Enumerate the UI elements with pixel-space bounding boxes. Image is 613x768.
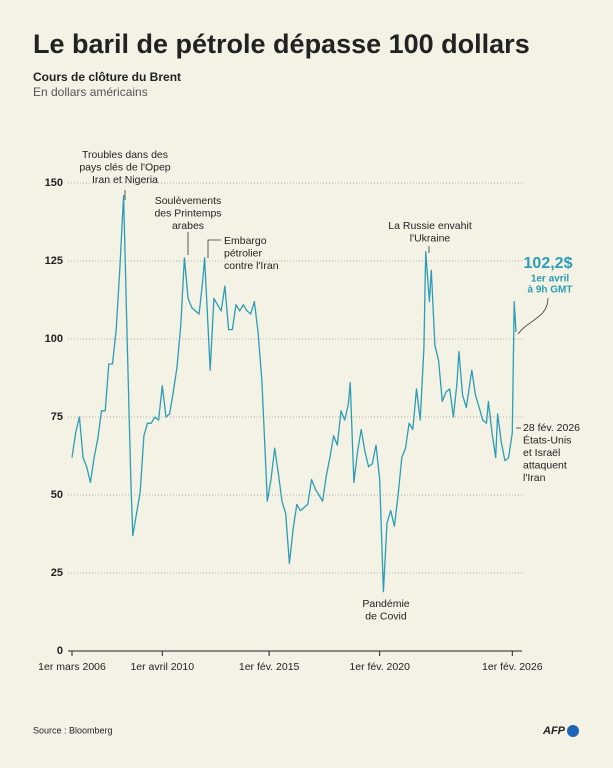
x-tick-label: 1er fév. 2020 — [349, 661, 410, 673]
annotation: et Israël — [523, 447, 560, 459]
y-tick-label: 25 — [51, 567, 63, 579]
annotation: États-Unis — [523, 433, 571, 446]
leaders — [124, 190, 549, 429]
last-value-note: à 9h GMT — [527, 285, 572, 296]
annotation: La Russie envahit — [388, 220, 472, 232]
y-tick-label: 0 — [57, 645, 63, 657]
annotation: l'Iran — [523, 472, 546, 484]
annotation: pays clés de l'Opep — [79, 161, 170, 173]
y-tick-label: 150 — [45, 177, 63, 189]
y-tick-label: 100 — [45, 333, 63, 345]
annotation: arabes — [172, 220, 204, 232]
price-line — [71, 194, 517, 593]
unit-note: En dollars américains — [33, 85, 148, 99]
annotation: de Covid — [365, 610, 407, 622]
annotation: Embargo — [224, 235, 267, 247]
y-tick-label: 125 — [45, 255, 63, 267]
annotation: contre l'Iran — [224, 260, 279, 272]
x-tick-label: 1er fév. 2026 — [482, 661, 543, 673]
y-tick-label: 50 — [51, 489, 63, 501]
annotation: des Printemps — [154, 207, 221, 219]
x-tick-label: 1er mars 2006 — [38, 661, 106, 673]
leader — [207, 239, 221, 258]
last-value-label: 102,2$ — [524, 255, 573, 272]
annotation: 28 fév. 2026 — [523, 422, 580, 434]
annotation: Troubles dans des — [82, 149, 168, 161]
x-tick-label: 1er fév. 2015 — [239, 661, 300, 673]
annotation: l'Ukraine — [410, 232, 451, 244]
annotation: pétrolier — [224, 247, 262, 259]
x-tick-label: 1er avril 2010 — [130, 661, 194, 673]
logo-dot — [567, 725, 579, 737]
annotation: Iran et Nigeria — [92, 174, 158, 186]
annotation: Soulèvements — [155, 195, 222, 207]
annotation: attaquent — [523, 459, 567, 471]
source: Source : Bloomberg — [33, 725, 113, 735]
annotation: Pandémie — [362, 598, 409, 610]
chart-subtitle: Cours de clôture du Brent — [33, 70, 181, 84]
chart-title: Le baril de pétrole dépasse 100 dollars — [33, 29, 530, 59]
leader — [517, 297, 549, 335]
y-tick-label: 75 — [51, 411, 63, 423]
last-value-note: 1er avril — [531, 274, 570, 285]
logo: AFP — [542, 725, 566, 737]
